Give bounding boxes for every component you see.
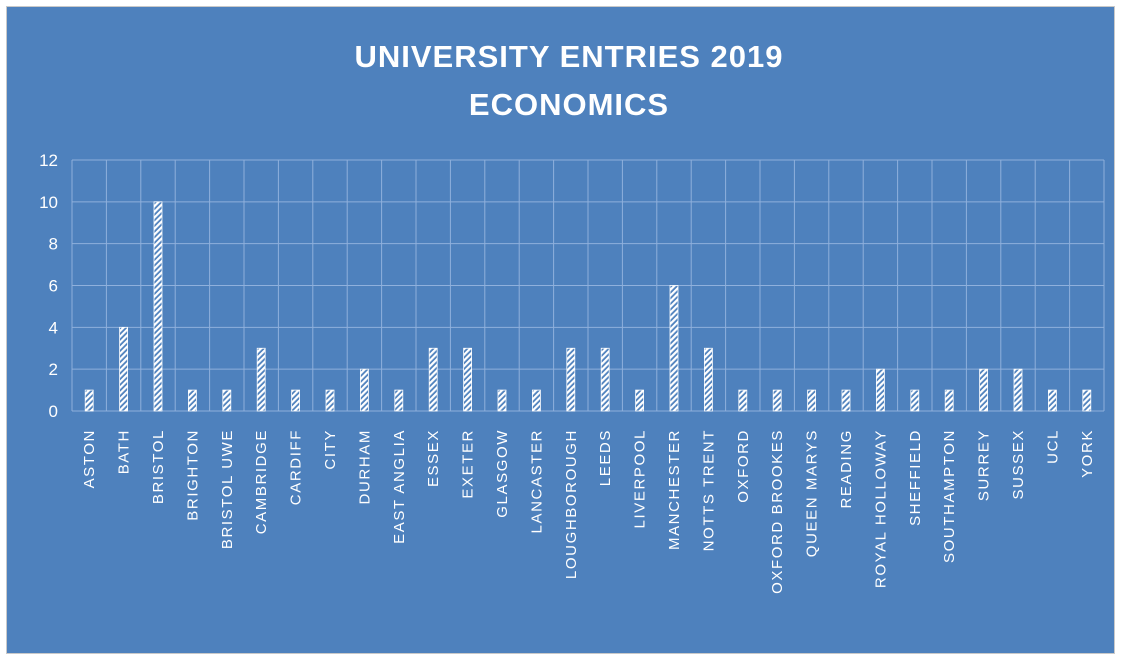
- bar: [566, 347, 576, 412]
- x-tick-label: UCL: [1044, 429, 1061, 464]
- x-tick-label: EXETER: [460, 429, 477, 499]
- x-tick-label: NOTTS TRENT: [700, 429, 717, 551]
- bar: [669, 285, 679, 412]
- bar: [497, 389, 507, 412]
- bar: [841, 389, 851, 412]
- y-tick-label: 4: [49, 318, 58, 337]
- bar-chart: UNIVERSITY ENTRIES 2019 ECONOMICS 0 2 4 6 8 1…: [39, 39, 1105, 594]
- bar: [876, 368, 885, 412]
- x-tick-label: BRISTOL UWE: [219, 429, 236, 549]
- y-tick-label: 12: [39, 151, 58, 170]
- bar: [979, 368, 988, 412]
- chart-title-line-1: UNIVERSITY ENTRIES 2019: [354, 39, 783, 74]
- bar: [359, 368, 369, 412]
- bar: [84, 389, 94, 412]
- y-tick-label: 6: [49, 277, 58, 296]
- bars: [84, 201, 1092, 412]
- chart-title-line-2: ECONOMICS: [469, 87, 669, 122]
- bar: [910, 389, 920, 412]
- x-tick-label: SOUTHAMPTON: [941, 429, 958, 563]
- x-tick-label: ESSEX: [425, 429, 442, 487]
- bar: [807, 389, 816, 412]
- x-tick-label: READING: [838, 429, 855, 509]
- x-tick-label: ASTON: [81, 429, 98, 488]
- x-tick-label: MANCHESTER: [666, 429, 683, 550]
- bar: [635, 389, 644, 412]
- y-axis-ticks: 0 2 4 6 8 10 12: [39, 151, 58, 421]
- y-tick-label: 8: [49, 235, 58, 254]
- x-tick-label: BRIGHTON: [184, 429, 201, 521]
- bar: [428, 347, 438, 412]
- bar: [1013, 368, 1023, 412]
- bar: [704, 347, 713, 412]
- x-axis-labels: ASTON BATH BRISTOL BRIGHTON BRISTOL UWE CAMBR…: [81, 429, 1096, 594]
- x-tick-label: BRISTOL: [150, 429, 167, 504]
- bar: [153, 201, 163, 412]
- x-tick-label: LANCASTER: [528, 429, 545, 533]
- chart-container: UNIVERSITY ENTRIES 2019 ECONOMICS 0 2 4 6 8 1…: [6, 6, 1115, 654]
- bar: [256, 347, 266, 412]
- x-tick-label: OXFORD BROOKES: [769, 429, 786, 594]
- x-tick-label: CITY: [322, 429, 339, 470]
- bar: [1082, 389, 1092, 412]
- x-tick-label: ROYAL HOLLOWAY: [872, 429, 889, 588]
- bar: [187, 389, 197, 412]
- x-tick-label: CARDIFF: [288, 429, 305, 505]
- x-tick-label: YORK: [1079, 429, 1096, 478]
- x-tick-label: CAMBRIDGE: [253, 429, 270, 534]
- bar: [532, 389, 541, 412]
- bar: [291, 389, 301, 412]
- x-tick-label: QUEEN MARYS: [804, 429, 821, 557]
- x-tick-label: SUSSEX: [1010, 429, 1027, 499]
- bar: [944, 389, 954, 412]
- bar: [600, 347, 610, 412]
- x-tick-label: LEEDS: [597, 429, 614, 486]
- x-tick-label: DURHAM: [356, 429, 373, 504]
- x-tick-label: LOUGHBOROUGH: [563, 429, 580, 579]
- y-tick-label: 0: [49, 402, 58, 421]
- gridlines: [71, 159, 1105, 412]
- bar: [1048, 389, 1057, 412]
- x-tick-label: SURREY: [976, 429, 993, 501]
- y-tick-label: 2: [49, 360, 58, 379]
- x-tick-label: OXFORD: [735, 429, 752, 503]
- bar: [325, 389, 335, 412]
- bar: [772, 389, 782, 412]
- y-tick-label: 10: [39, 193, 58, 212]
- x-tick-label: EAST ANGLIA: [391, 429, 408, 544]
- bar: [119, 326, 128, 412]
- x-tick-label: SHEFFIELD: [907, 429, 924, 526]
- x-tick-label: GLASGOW: [494, 429, 511, 518]
- bar: [394, 389, 404, 412]
- bar: [738, 389, 748, 412]
- bar: [463, 347, 473, 412]
- bar: [222, 389, 232, 412]
- x-tick-label: BATH: [116, 429, 133, 474]
- x-tick-label: LIVERPOOL: [632, 429, 649, 528]
